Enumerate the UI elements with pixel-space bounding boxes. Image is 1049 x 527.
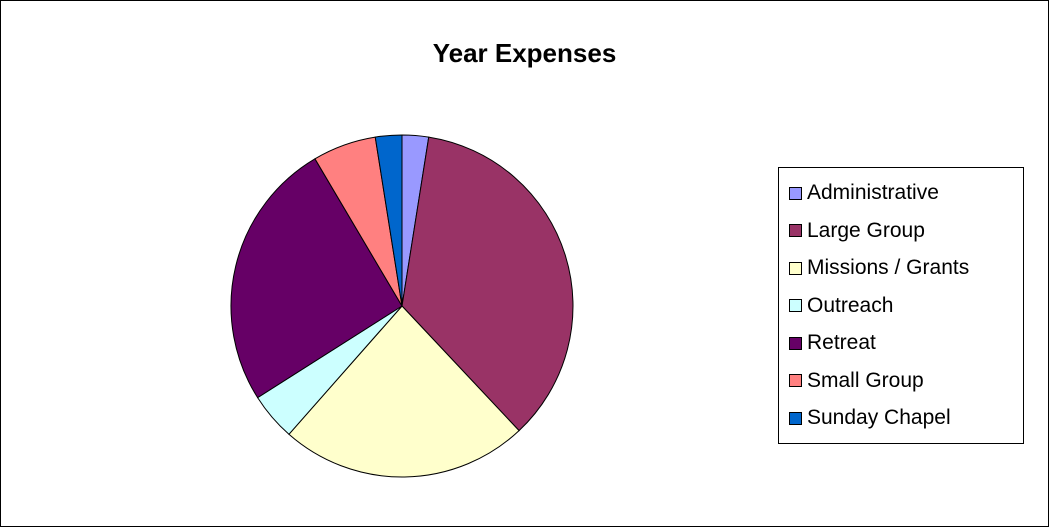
legend-item-outreach: Outreach — [789, 291, 893, 321]
legend-label: Retreat — [807, 331, 876, 354]
pie-slice-large-group — [401, 136, 574, 432]
legend-label: Large Group — [807, 218, 925, 242]
legend-label: Missions / Grants — [807, 256, 970, 279]
legend: Administrative Large Group Missions / Gran… — [778, 167, 1024, 444]
legend-label: Sunday Chapel — [807, 406, 951, 429]
legend-item-missions-grants: Missions / Grants — [789, 253, 969, 283]
legend-label: Administrative — [807, 181, 939, 204]
pie-slice-sunday-chapel — [374, 134, 403, 307]
legend-swatch — [789, 374, 802, 387]
legend-swatch — [789, 186, 802, 200]
legend-item-sunday-chapel: Sunday Chapel — [789, 403, 951, 433]
legend-swatch — [789, 224, 802, 237]
legend-item-small-group: Small Group — [789, 366, 924, 396]
legend-swatch — [789, 336, 802, 350]
legend-label: Small Group — [807, 368, 924, 392]
legend-item-large-group: Large Group — [789, 216, 925, 246]
legend-item-administrative: Administrative — [789, 178, 939, 208]
legend-item-retreat: Retreat — [789, 328, 876, 358]
pie-slice-retreat — [230, 158, 403, 399]
pie-slice-missions-grants — [288, 305, 520, 478]
legend-label: Outreach — [807, 293, 894, 317]
legend-swatch — [789, 411, 802, 425]
chart-title: Year Expenses — [432, 38, 617, 68]
legend-swatch — [789, 261, 802, 275]
legend-swatch — [789, 299, 802, 312]
